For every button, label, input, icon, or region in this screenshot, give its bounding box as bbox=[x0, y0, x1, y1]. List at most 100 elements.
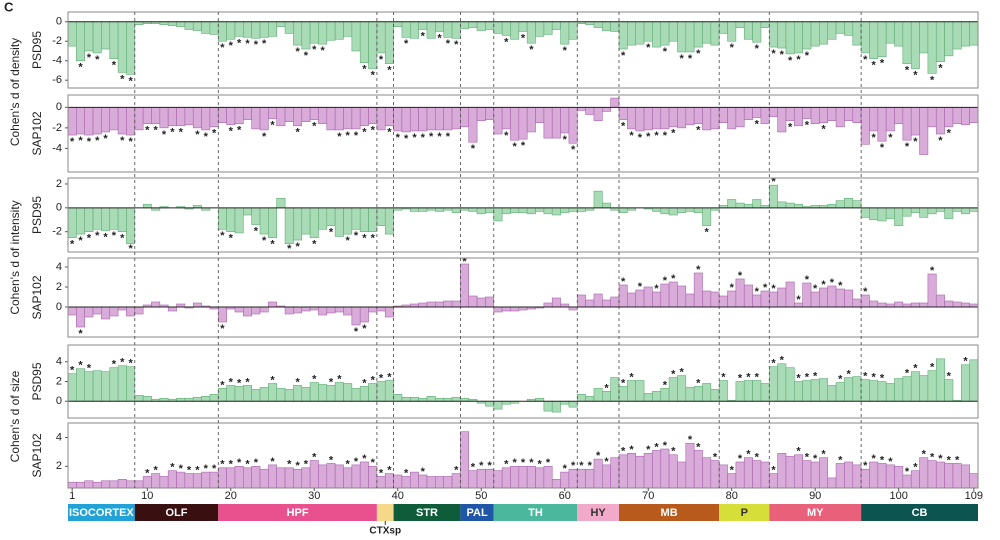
bar bbox=[835, 200, 845, 209]
bar bbox=[927, 273, 937, 308]
significance-star: * bbox=[112, 230, 117, 242]
bar bbox=[743, 380, 753, 402]
significance-star: * bbox=[930, 362, 935, 374]
bar bbox=[610, 457, 620, 489]
bar bbox=[560, 207, 570, 213]
significance-star: * bbox=[78, 62, 83, 74]
bar bbox=[894, 21, 904, 47]
bar bbox=[351, 21, 361, 52]
bar bbox=[443, 107, 453, 131]
bar bbox=[969, 107, 979, 124]
significance-star: * bbox=[212, 128, 217, 140]
y-tick-label: -4 bbox=[52, 55, 62, 67]
significance-star: * bbox=[938, 63, 943, 75]
bar bbox=[209, 394, 219, 402]
bar bbox=[76, 481, 85, 489]
bar bbox=[668, 107, 678, 128]
bar bbox=[794, 203, 803, 209]
bar bbox=[877, 21, 887, 58]
significance-star: * bbox=[120, 233, 125, 245]
bar bbox=[810, 461, 820, 489]
bar bbox=[309, 207, 319, 238]
bar bbox=[910, 21, 920, 69]
significance-star: * bbox=[95, 230, 100, 242]
panel-y-label: PSD95 bbox=[30, 31, 44, 69]
region-block bbox=[393, 504, 461, 521]
bar bbox=[510, 207, 520, 213]
significance-star: * bbox=[295, 46, 300, 58]
bar bbox=[451, 396, 461, 402]
panel-y-label: PSD95 bbox=[30, 196, 44, 234]
bar bbox=[259, 306, 269, 313]
significance-star: * bbox=[813, 370, 818, 382]
significance-star: * bbox=[805, 451, 810, 463]
bar bbox=[493, 107, 503, 135]
bar bbox=[802, 460, 812, 489]
bar bbox=[409, 107, 419, 132]
bar bbox=[426, 301, 436, 308]
bar bbox=[652, 107, 662, 130]
bar bbox=[877, 107, 887, 142]
significance-star: * bbox=[270, 456, 275, 468]
bar bbox=[351, 464, 361, 489]
significance-star: * bbox=[220, 323, 225, 335]
bar bbox=[117, 365, 127, 402]
bar bbox=[134, 395, 144, 402]
significance-star: * bbox=[471, 462, 476, 474]
bar bbox=[460, 431, 470, 489]
bar bbox=[844, 289, 854, 308]
bar bbox=[869, 461, 879, 489]
bar bbox=[660, 21, 670, 46]
significance-star: * bbox=[312, 121, 317, 133]
significance-star: * bbox=[362, 64, 367, 76]
bar bbox=[677, 375, 687, 402]
significance-star: * bbox=[154, 125, 159, 137]
significance-star: * bbox=[346, 459, 351, 471]
bar bbox=[192, 107, 202, 129]
bar bbox=[602, 107, 611, 112]
bar bbox=[284, 207, 294, 244]
significance-star: * bbox=[913, 462, 918, 474]
region-label: MB bbox=[661, 507, 678, 519]
bar bbox=[576, 207, 586, 212]
bar bbox=[743, 203, 753, 209]
bar bbox=[727, 199, 737, 209]
significance-star: * bbox=[237, 37, 242, 49]
bar bbox=[468, 207, 478, 212]
significance-star: * bbox=[713, 451, 718, 463]
bar bbox=[835, 21, 845, 34]
bar bbox=[268, 301, 278, 308]
bar bbox=[702, 207, 712, 227]
bar bbox=[368, 107, 378, 125]
bar bbox=[785, 107, 795, 121]
significance-star: * bbox=[229, 459, 234, 471]
panel-frame bbox=[67, 94, 979, 173]
bar bbox=[735, 21, 745, 28]
bar bbox=[677, 207, 687, 213]
bar bbox=[501, 207, 511, 215]
region-block bbox=[769, 504, 862, 521]
region-label: MY bbox=[807, 507, 824, 519]
significance-star: * bbox=[379, 467, 384, 479]
bar bbox=[902, 21, 912, 64]
significance-star: * bbox=[913, 136, 918, 148]
panel-frame bbox=[67, 177, 979, 253]
bar bbox=[526, 466, 536, 489]
bar bbox=[702, 21, 712, 44]
bar bbox=[593, 388, 603, 402]
bar bbox=[543, 400, 553, 412]
bar bbox=[935, 107, 945, 135]
bar bbox=[476, 207, 486, 215]
bar bbox=[677, 285, 687, 308]
significance-star: * bbox=[312, 239, 317, 251]
bar bbox=[919, 207, 929, 218]
significance-star: * bbox=[446, 131, 451, 143]
bar bbox=[84, 21, 94, 52]
significance-star: * bbox=[529, 44, 534, 56]
significance-star: * bbox=[404, 467, 409, 479]
significance-star: * bbox=[913, 363, 918, 375]
bar bbox=[935, 21, 945, 62]
bar bbox=[961, 207, 970, 215]
panel-label: C bbox=[4, 0, 14, 14]
bar bbox=[359, 207, 369, 233]
